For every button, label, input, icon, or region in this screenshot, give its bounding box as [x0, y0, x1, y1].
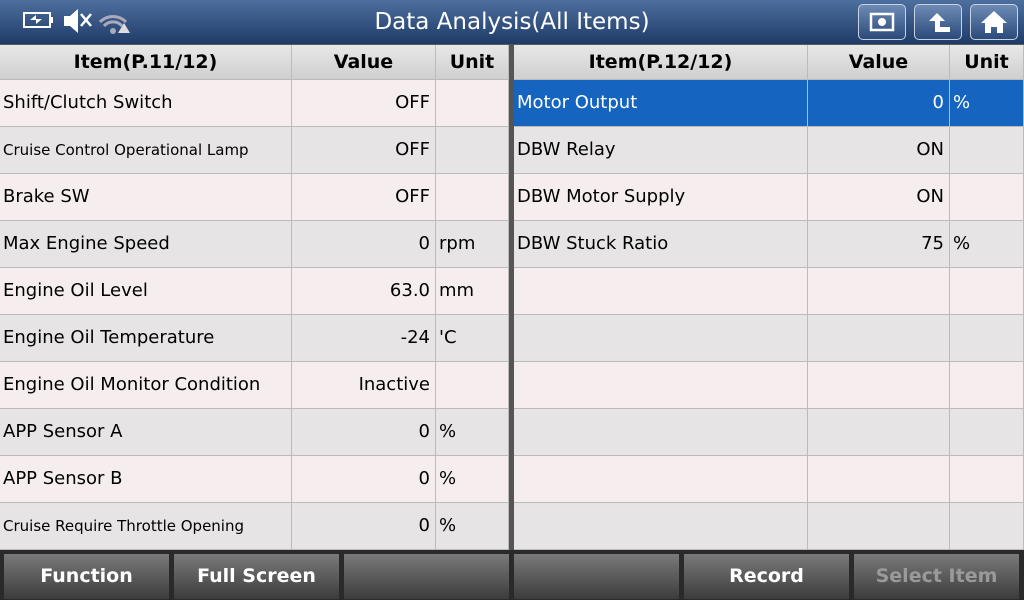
cell-item[interactable]: APP Sensor B	[0, 456, 292, 503]
cell-item[interactable]: Shift/Clutch Switch	[0, 80, 292, 127]
cell-value[interactable]: 0	[292, 503, 436, 550]
cell-value[interactable]: -24	[292, 315, 436, 362]
cell-item[interactable]: DBW Relay	[514, 127, 808, 174]
cell-item[interactable]: Max Engine Speed	[0, 221, 292, 268]
cell-item[interactable]: DBW Stuck Ratio	[514, 221, 808, 268]
footer-button[interactable]: Full Screen	[173, 553, 340, 600]
empty-cell	[514, 315, 808, 362]
column-header: Item(P.11/12)	[0, 45, 292, 80]
screenshot-button[interactable]	[858, 4, 906, 40]
cell-item[interactable]: Engine Oil Monitor Condition	[0, 362, 292, 409]
cell-item[interactable]: Engine Oil Temperature	[0, 315, 292, 362]
cell-unit[interactable]: %	[436, 409, 509, 456]
column-header: Unit	[436, 45, 509, 80]
column-header: Item(P.12/12)	[514, 45, 808, 80]
title: Data Analysis(All Items)	[374, 9, 650, 35]
cell-value[interactable]: ON	[808, 127, 950, 174]
cell-unit[interactable]: %	[950, 80, 1024, 127]
cell-item[interactable]: Brake SW	[0, 174, 292, 221]
home-button[interactable]	[970, 4, 1018, 40]
empty-cell	[808, 456, 950, 503]
empty-cell	[808, 409, 950, 456]
cell-item[interactable]: Cruise Control Operational Lamp	[0, 127, 292, 174]
cell-value[interactable]: OFF	[292, 127, 436, 174]
cell-unit[interactable]: 'C	[436, 315, 509, 362]
empty-cell[interactable]	[950, 127, 1024, 174]
empty-cell	[950, 503, 1024, 550]
cell-value[interactable]: 75	[808, 221, 950, 268]
empty-cell	[514, 503, 808, 550]
empty-cell	[808, 268, 950, 315]
cell-value[interactable]: 0	[808, 80, 950, 127]
cell-item[interactable]: DBW Motor Supply	[514, 174, 808, 221]
cell-value[interactable]: OFF	[292, 174, 436, 221]
column-header: Value	[292, 45, 436, 80]
empty-cell	[514, 409, 808, 456]
cell-value[interactable]: ON	[808, 174, 950, 221]
empty-cell[interactable]	[436, 80, 509, 127]
cell-value[interactable]: OFF	[292, 80, 436, 127]
cell-unit[interactable]: %	[436, 503, 509, 550]
footer-button[interactable]	[513, 553, 680, 600]
cell-item[interactable]: APP Sensor A	[0, 409, 292, 456]
empty-cell	[950, 268, 1024, 315]
back-button[interactable]	[914, 4, 962, 40]
empty-cell[interactable]	[950, 174, 1024, 221]
empty-cell	[514, 362, 808, 409]
empty-cell	[950, 315, 1024, 362]
cell-value[interactable]: 63.0	[292, 268, 436, 315]
empty-cell	[808, 315, 950, 362]
column-header: Value	[808, 45, 950, 80]
column-header: Unit	[950, 45, 1024, 80]
title-bar: Data Analysis(All Items)	[0, 0, 1024, 44]
empty-cell[interactable]	[436, 127, 509, 174]
cell-unit[interactable]: rpm	[436, 221, 509, 268]
cell-value[interactable]: 0	[292, 456, 436, 503]
empty-cell	[950, 409, 1024, 456]
empty-cell	[514, 268, 808, 315]
status-icons	[23, 9, 130, 34]
empty-cell[interactable]	[436, 362, 509, 409]
cell-value[interactable]: 0	[292, 221, 436, 268]
footer-button[interactable]	[343, 553, 510, 600]
cell-value[interactable]: 0	[292, 409, 436, 456]
empty-cell	[808, 362, 950, 409]
empty-cell	[808, 503, 950, 550]
footer-button: Select Item	[853, 553, 1020, 600]
empty-cell	[950, 362, 1024, 409]
cell-item[interactable]: Engine Oil Level	[0, 268, 292, 315]
footer-button[interactable]: Record	[683, 553, 850, 600]
footer-button[interactable]: Function	[3, 553, 170, 600]
empty-cell	[514, 456, 808, 503]
cell-unit[interactable]: %	[436, 456, 509, 503]
cell-item[interactable]: Cruise Require Throttle Opening	[0, 503, 292, 550]
empty-cell	[950, 456, 1024, 503]
table-divider	[509, 44, 514, 552]
cell-value[interactable]: Inactive	[292, 362, 436, 409]
empty-cell[interactable]	[436, 174, 509, 221]
cell-unit[interactable]: %	[950, 221, 1024, 268]
cell-unit[interactable]: mm	[436, 268, 509, 315]
cell-item[interactable]: Motor Output	[514, 80, 808, 127]
